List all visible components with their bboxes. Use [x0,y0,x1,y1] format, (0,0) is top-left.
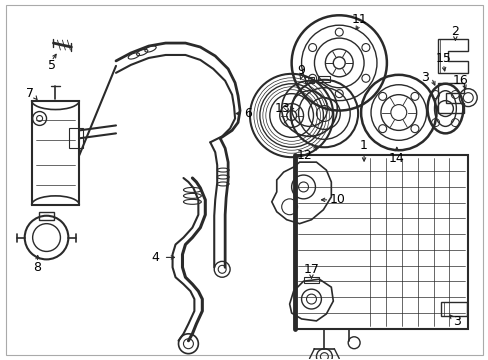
Text: 4: 4 [151,251,159,264]
Text: 3: 3 [452,315,460,328]
Text: 16: 16 [451,74,467,87]
Text: 2: 2 [450,24,458,38]
Text: 12: 12 [296,149,312,162]
Bar [69,129,83,148]
Bar [318,76,330,82]
Bar [39,212,54,220]
Bar [441,302,467,316]
Text: 14: 14 [388,152,404,165]
Bar [304,77,314,83]
Text: 10: 10 [328,193,345,206]
Text: 9: 9 [297,64,305,77]
Text: 15: 15 [435,53,450,66]
Text: 5: 5 [47,59,55,72]
Text: 17: 17 [303,263,319,276]
Bar [294,155,468,329]
Text: 13: 13 [274,102,290,115]
Bar [32,100,79,205]
Text: 6: 6 [244,107,251,120]
Text: 11: 11 [350,13,366,26]
Text: 8: 8 [34,261,41,274]
Bar [303,277,319,283]
Text: 3: 3 [420,71,427,84]
Text: 1: 1 [359,139,367,152]
Text: 7: 7 [25,87,34,100]
